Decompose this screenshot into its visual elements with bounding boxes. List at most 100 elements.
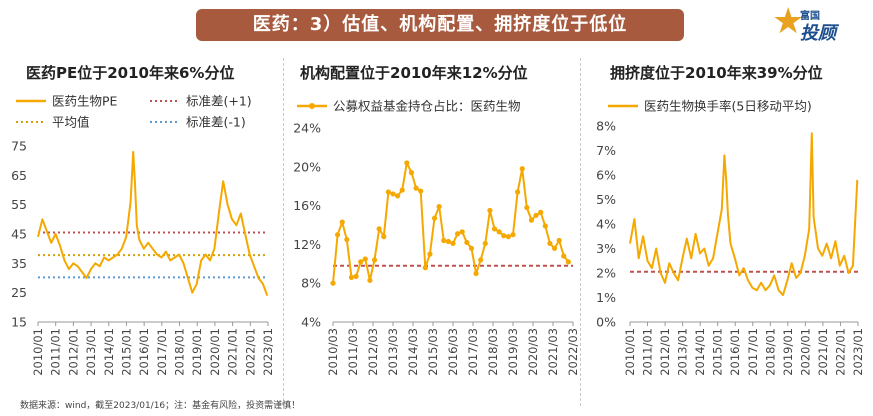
data-point xyxy=(524,204,530,211)
y-tick-label: 8% xyxy=(301,276,321,291)
data-point xyxy=(385,189,391,195)
data-point xyxy=(408,170,415,176)
x-tick-label: 2014/01 xyxy=(102,328,116,376)
legend-label: 标准差(-1) xyxy=(186,115,246,130)
x-tick-label: 2012/01 xyxy=(66,328,80,376)
x-tick-label: 2022/03 xyxy=(566,328,580,376)
y-tick-label: 15 xyxy=(11,315,27,330)
x-tick-label: 2016/01 xyxy=(728,328,742,376)
divider xyxy=(580,58,581,406)
data-point xyxy=(533,212,539,218)
y-tick-label: 35 xyxy=(11,256,27,271)
x-tick-label: 2016/03 xyxy=(446,328,460,376)
data-point xyxy=(496,229,502,235)
data-point xyxy=(413,185,419,191)
data-point xyxy=(478,257,484,263)
x-tick-label: 2021/01 xyxy=(226,328,240,376)
y-tick-label: 7% xyxy=(596,143,616,158)
data-point xyxy=(367,277,373,283)
data-point xyxy=(464,239,470,246)
x-tick-label: 2014/01 xyxy=(693,328,707,376)
data-point xyxy=(491,226,498,232)
y-tick-label: 4% xyxy=(301,315,321,330)
y-tick-label: 25 xyxy=(11,285,27,300)
x-tick-label: 2011/01 xyxy=(641,328,655,376)
data-point xyxy=(473,270,479,277)
data-point xyxy=(445,238,451,245)
y-tick-label: 65 xyxy=(11,168,27,183)
data-point xyxy=(515,189,521,195)
y-tick-label: 1% xyxy=(596,290,616,305)
chart2-title: 机构配置位于2010年来12%分位 xyxy=(300,64,528,82)
x-tick-label: 2010/01 xyxy=(31,328,45,376)
data-point xyxy=(482,240,488,247)
x-tick-label: 2014/03 xyxy=(406,328,420,376)
data-point xyxy=(565,259,571,265)
legend-label: 平均值 xyxy=(52,115,90,130)
data-point xyxy=(538,209,544,215)
data-point xyxy=(542,223,548,229)
data-point xyxy=(344,236,350,243)
x-tick-label: 2019/03 xyxy=(506,328,520,376)
star-icon: ★ xyxy=(772,1,805,42)
x-tick-label: 2017/01 xyxy=(155,328,169,376)
x-tick-label: 2013/03 xyxy=(386,328,400,376)
page-title-banner: 医药：3）估值、机构配置、拥挤度位于低位 xyxy=(196,9,684,41)
y-tick-label: 20% xyxy=(293,159,321,174)
x-tick-label: 2018/01 xyxy=(173,328,187,376)
data-point xyxy=(404,160,410,166)
data-point xyxy=(468,245,475,251)
x-tick-label: 2020/01 xyxy=(208,328,222,376)
chart1-title: 医药PE位于2010年来6%分位 xyxy=(26,64,235,82)
data-point xyxy=(441,237,447,244)
data-point xyxy=(362,256,368,262)
data-point xyxy=(501,233,507,239)
x-tick-label: 2016/01 xyxy=(137,328,151,376)
divider xyxy=(283,58,284,406)
y-tick-label: 8% xyxy=(596,119,616,134)
x-tick-label: 2017/03 xyxy=(466,328,480,376)
data-point xyxy=(436,203,442,210)
x-tick-label: 2012/03 xyxy=(366,328,380,376)
data-point xyxy=(487,207,493,214)
x-tick-label: 2018/01 xyxy=(763,328,777,376)
data-point xyxy=(505,234,511,240)
series-line xyxy=(37,150,269,296)
y-tick-label: 55 xyxy=(11,197,27,212)
data-point xyxy=(519,166,525,172)
data-point xyxy=(459,229,465,235)
data-point xyxy=(528,217,535,223)
data-point xyxy=(376,226,382,232)
data-point xyxy=(339,219,345,225)
data-point xyxy=(390,191,396,197)
data-point xyxy=(455,231,461,237)
x-tick-label: 2021/03 xyxy=(546,328,560,376)
x-tick-label: 2010/01 xyxy=(623,328,637,376)
brand-logo: ★ 富国 投顾 xyxy=(772,1,868,45)
data-point xyxy=(399,187,405,193)
data-point xyxy=(335,232,341,238)
pe-chart: 医药生物PE 标准差(+1) 平均值 标准差(-1) 75 65 55 45 35 25 15 201… xyxy=(11,94,275,376)
x-tick-label: 2019/01 xyxy=(190,328,204,376)
y-tick-label: 5% xyxy=(596,192,616,207)
y-tick-label: 6% xyxy=(596,168,616,183)
chart3-title: 拥挤度位于2010年来39%分位 xyxy=(610,64,823,82)
x-tick-label: 2017/01 xyxy=(746,328,760,376)
data-point xyxy=(348,274,355,280)
data-point xyxy=(371,257,378,263)
x-tick-label: 2010/03 xyxy=(326,328,340,376)
legend-label: 医药生物换手率(5日移动平均) xyxy=(644,99,812,114)
y-tick-label: 24% xyxy=(293,121,321,136)
data-point xyxy=(561,253,567,259)
y-tick-label: 3% xyxy=(596,241,616,256)
y-tick-label: 2% xyxy=(596,266,616,281)
legend-label: 医药生物PE xyxy=(52,94,118,109)
x-tick-label: 2019/01 xyxy=(781,328,795,376)
data-point xyxy=(395,193,401,199)
footer-note: 数据来源：wind，截至2023/01/16；注：基金有风险，投资需谨慎！ xyxy=(20,401,301,411)
data-point xyxy=(418,188,424,194)
series-line xyxy=(629,132,859,297)
y-tick-label: 16% xyxy=(293,198,321,213)
x-tick-label: 2011/01 xyxy=(49,328,63,376)
turnover-chart: 医药生物换手率(5日移动平均) 8% 7% 6% 5% 4% 3% 2% 1% 0% 2010/01… xyxy=(596,99,865,376)
